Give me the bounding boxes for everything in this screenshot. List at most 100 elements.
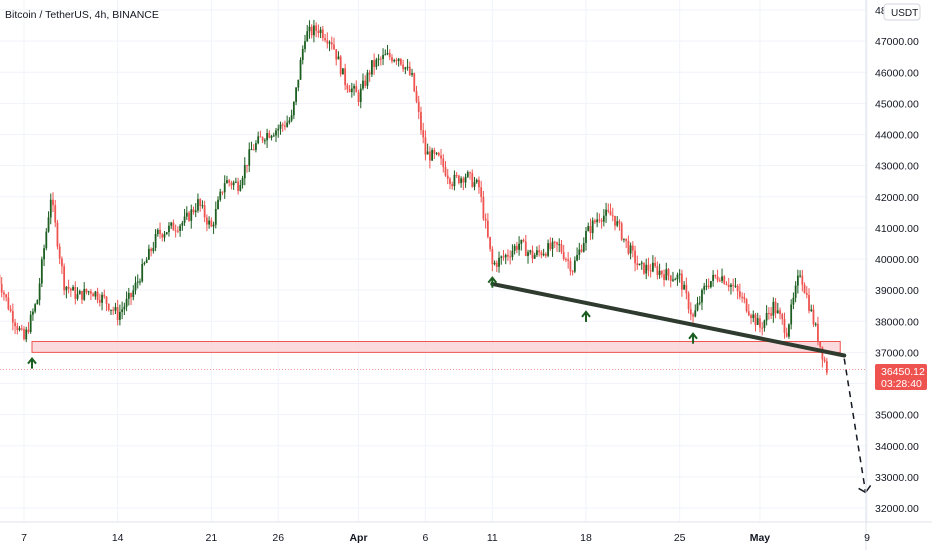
candle-body[interactable] — [32, 311, 34, 315]
candle-body[interactable] — [183, 216, 186, 223]
candle-body[interactable] — [705, 285, 708, 287]
candle-body[interactable] — [335, 49, 338, 60]
candle-body[interactable] — [712, 274, 715, 282]
candle-body[interactable] — [246, 164, 248, 166]
candle-body[interactable] — [640, 262, 643, 264]
candle-body[interactable] — [663, 274, 665, 280]
candle-body[interactable] — [286, 122, 289, 127]
candle-body[interactable] — [56, 222, 59, 247]
candle-body[interactable] — [685, 284, 688, 294]
candle-body[interactable] — [678, 273, 681, 275]
candle-body[interactable] — [527, 252, 529, 256]
candle-body[interactable] — [451, 184, 454, 187]
candle-body[interactable] — [614, 215, 616, 226]
candle-body[interactable] — [123, 306, 126, 310]
candle-body[interactable] — [609, 211, 612, 216]
candle-body[interactable] — [373, 60, 376, 67]
candle-body[interactable] — [810, 309, 813, 311]
candle-body[interactable] — [114, 307, 117, 311]
candle-body[interactable] — [763, 320, 766, 328]
candle-body[interactable] — [569, 260, 572, 272]
candle-body[interactable] — [524, 241, 527, 256]
candle-body[interactable] — [618, 221, 621, 224]
candle-body[interactable] — [197, 199, 199, 211]
candle-body[interactable] — [703, 286, 706, 290]
candle-body[interactable] — [716, 276, 719, 281]
candle-body[interactable] — [549, 243, 552, 249]
candle-body[interactable] — [87, 291, 90, 293]
candle-body[interactable] — [310, 26, 313, 36]
candle-body[interactable] — [785, 332, 788, 337]
candle-body[interactable] — [736, 285, 739, 292]
candle-body[interactable] — [78, 290, 81, 295]
candle-body[interactable] — [317, 30, 320, 33]
candle-body[interactable] — [538, 250, 541, 253]
candle-body[interactable] — [116, 307, 119, 320]
candle-body[interactable] — [732, 284, 735, 286]
candle-body[interactable] — [250, 149, 253, 151]
candle-body[interactable] — [103, 294, 106, 297]
candle-body[interactable] — [379, 58, 382, 60]
candle-body[interactable] — [652, 262, 654, 272]
candle-body[interactable] — [201, 205, 204, 207]
candle-body[interactable] — [730, 284, 732, 287]
candle-body[interactable] — [808, 294, 810, 311]
candle-body[interactable] — [625, 238, 628, 241]
candle-body[interactable] — [176, 230, 179, 232]
candle-body[interactable] — [709, 281, 712, 288]
candle-body[interactable] — [121, 309, 124, 312]
candle-body[interactable] — [143, 262, 146, 265]
candle-body[interactable] — [683, 284, 686, 290]
candle-body[interactable] — [165, 232, 168, 235]
candle-body[interactable] — [259, 136, 262, 138]
candle-body[interactable] — [734, 285, 737, 287]
candle-body[interactable] — [558, 244, 561, 246]
candle-body[interactable] — [656, 266, 659, 276]
candle-body[interactable] — [179, 225, 182, 231]
candle-body[interactable] — [475, 179, 478, 183]
candle-body[interactable] — [435, 152, 438, 154]
candle-body[interactable] — [540, 252, 543, 256]
candle-body[interactable] — [194, 210, 197, 213]
candle-body[interactable] — [602, 215, 605, 222]
candle-body[interactable] — [359, 88, 362, 102]
candle-body[interactable] — [404, 67, 407, 70]
candle-body[interactable] — [337, 56, 340, 60]
candle-body[interactable] — [471, 172, 474, 187]
candle-body[interactable] — [518, 243, 520, 250]
candle-body[interactable] — [426, 151, 429, 155]
candle-body[interactable] — [221, 191, 224, 193]
candle-body[interactable] — [507, 255, 509, 257]
candle-body[interactable] — [0, 284, 3, 293]
candle-body[interactable] — [444, 167, 447, 176]
candle-body[interactable] — [796, 275, 799, 286]
candle-body[interactable] — [794, 285, 797, 298]
candle-body[interactable] — [342, 68, 344, 75]
candle-body[interactable] — [571, 271, 574, 273]
candle-body[interactable] — [150, 248, 153, 252]
candle-body[interactable] — [424, 137, 427, 155]
candle-body[interactable] — [395, 60, 398, 62]
candle-body[interactable] — [210, 220, 213, 227]
candle-body[interactable] — [281, 124, 284, 126]
candle-body[interactable] — [333, 44, 335, 50]
candle-body[interactable] — [212, 224, 215, 227]
candle-body[interactable] — [375, 59, 378, 67]
candle-body[interactable] — [509, 256, 512, 258]
candle-body[interactable] — [118, 311, 121, 320]
candle-body[interactable] — [136, 281, 139, 283]
candle-body[interactable] — [462, 178, 465, 183]
candle-body[interactable] — [551, 241, 554, 249]
candle-body[interactable] — [391, 57, 393, 62]
candle-body[interactable] — [738, 291, 741, 297]
candle-body[interactable] — [469, 172, 471, 174]
candle-body[interactable] — [362, 80, 364, 89]
candle-body[interactable] — [145, 259, 148, 263]
candle-body[interactable] — [255, 143, 257, 150]
candle-body[interactable] — [553, 241, 556, 243]
candle-body[interactable] — [34, 304, 37, 312]
candle-body[interactable] — [817, 323, 819, 342]
candle-body[interactable] — [266, 133, 268, 141]
candle-body[interactable] — [478, 179, 480, 188]
candle-body[interactable] — [355, 86, 358, 93]
